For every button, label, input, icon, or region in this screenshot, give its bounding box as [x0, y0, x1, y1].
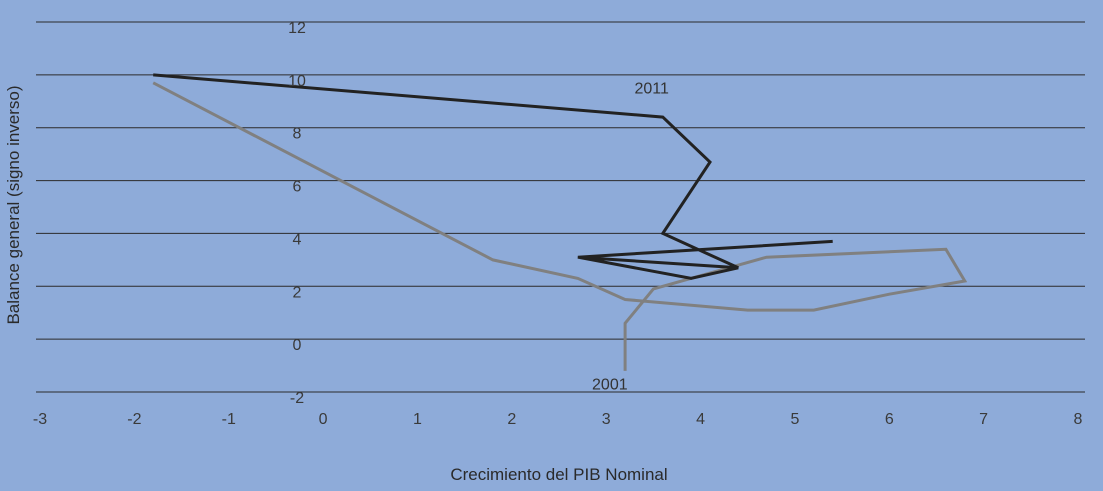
- y-tick-label: 10: [288, 73, 306, 90]
- y-tick-label: -2: [290, 390, 304, 407]
- x-tick-label: 2: [507, 411, 516, 428]
- y-axis-title: Balance general (signo inverso): [4, 85, 23, 324]
- annotations: 2011 2001: [592, 80, 669, 393]
- x-tick-label: 0: [319, 411, 328, 428]
- x-tick-label: 7: [979, 411, 988, 428]
- y-tick-label: 6: [293, 179, 302, 196]
- x-tick-label: 5: [790, 411, 799, 428]
- x-tick-label: -3: [33, 411, 47, 428]
- x-tick-label: 8: [1074, 411, 1083, 428]
- x-tick-label: 3: [602, 411, 611, 428]
- series-line-1: [152, 81, 968, 371]
- x-axis-title: Crecimiento del PIB Nominal: [450, 465, 667, 484]
- gridlines: [36, 21, 1085, 393]
- x-tick-label: -1: [222, 411, 236, 428]
- x-tick-label: 4: [696, 411, 705, 428]
- y-tick-label: 2: [293, 284, 302, 301]
- x-tick-label: -2: [127, 411, 141, 428]
- annotation-label: 2001: [592, 376, 628, 393]
- series-lines: [152, 73, 968, 371]
- x-tick-label: 6: [885, 411, 894, 428]
- annotation-label: 2011: [634, 80, 669, 97]
- y-tick-label: 0: [293, 337, 302, 354]
- y-tick-label: 4: [293, 231, 302, 248]
- y-tick-label: 8: [293, 126, 302, 143]
- y-tick-label: 12: [288, 20, 306, 37]
- series-line-2: [153, 73, 833, 280]
- x-tick-label: 1: [413, 411, 422, 428]
